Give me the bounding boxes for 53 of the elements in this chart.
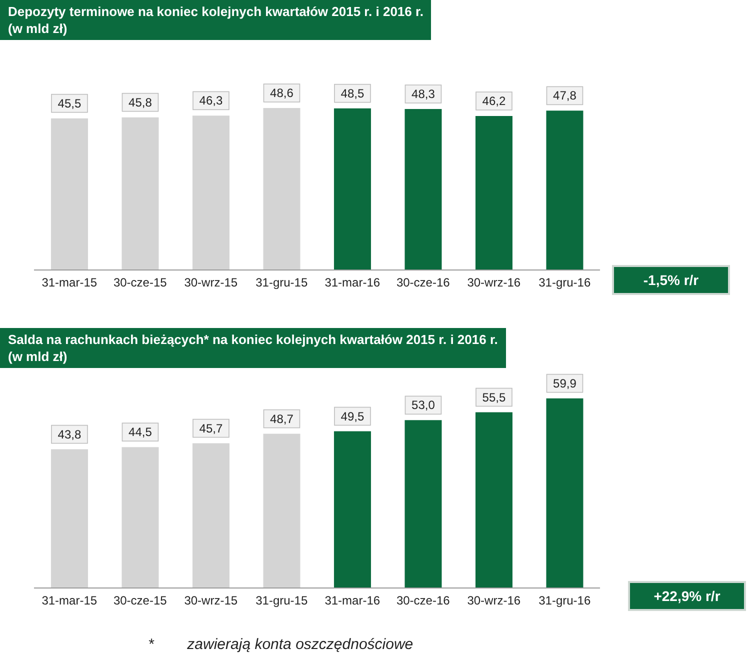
x-tick-label: 31-mar-15 [42, 594, 98, 608]
data-label: 55,5 [482, 390, 506, 404]
data-label: 48,5 [340, 86, 364, 100]
x-tick-label: 30-cze-15 [113, 276, 168, 290]
bar [475, 116, 512, 270]
bar [475, 412, 512, 588]
data-label: 43,8 [58, 427, 82, 442]
x-tick-label: 31-mar-16 [324, 276, 380, 290]
bar [192, 443, 230, 588]
bar [334, 108, 371, 270]
data-label: 44,5 [128, 425, 152, 440]
x-tick-label: 31-gru-16 [538, 594, 591, 608]
bar [546, 110, 584, 270]
data-label: 45,7 [199, 421, 223, 436]
bar [50, 449, 88, 588]
x-tick-label: 31-gru-16 [538, 276, 591, 290]
data-label: 48,3 [412, 87, 436, 101]
chart-title: Depozyty terminowe na koniec kolejnych kwartałów 2015 r. i 2016 r. (w mld zł) [0, 0, 432, 40]
bar [334, 431, 371, 588]
x-tick-label: 31-gru-15 [256, 594, 308, 608]
data-label: 59,9 [553, 376, 577, 390]
bar [122, 447, 159, 588]
x-tick-label: 30-wrz-15 [184, 594, 238, 608]
bar [192, 116, 230, 270]
x-tick-label: 30-cze-15 [113, 594, 168, 608]
bar [122, 117, 159, 270]
text: * zawierają konta oszczędnościowe [148, 636, 414, 653]
data-label: 47,8 [553, 88, 577, 103]
x-tick-label: 30-wrz-16 [467, 276, 521, 290]
data-label: 49,5 [340, 409, 364, 424]
x-tick-label: 31-mar-16 [324, 594, 380, 608]
data-label: 53,0 [412, 398, 436, 412]
x-tick-label: 31-gru-15 [256, 276, 308, 290]
x-tick-label: 30-wrz-16 [467, 594, 521, 608]
data-label: 48,6 [270, 86, 294, 100]
bar [50, 118, 88, 270]
bar [263, 108, 300, 270]
data-label: 45,5 [58, 96, 82, 110]
chart-title: Salda na rachunkach bieżących* na koniec kolejnych kwartałów 2015 r. i 2016 r. (w mld zł) [0, 328, 506, 368]
x-tick-label: 30-cze-16 [396, 276, 450, 290]
text: -1,5% r/r [612, 265, 730, 295]
data-label: 45,8 [128, 95, 152, 110]
data-label: 46,2 [482, 94, 506, 108]
x-tick-label: 30-wrz-15 [184, 276, 238, 290]
bar [404, 420, 442, 588]
x-tick-label: 30-cze-16 [396, 594, 450, 608]
x-tick-label: 31-mar-15 [42, 276, 98, 290]
bar [263, 434, 300, 588]
data-label: 48,7 [270, 412, 294, 426]
bar [404, 109, 442, 270]
bar [546, 398, 584, 588]
data-label: 46,3 [199, 94, 223, 108]
text: +22,9% r/r [628, 581, 746, 611]
